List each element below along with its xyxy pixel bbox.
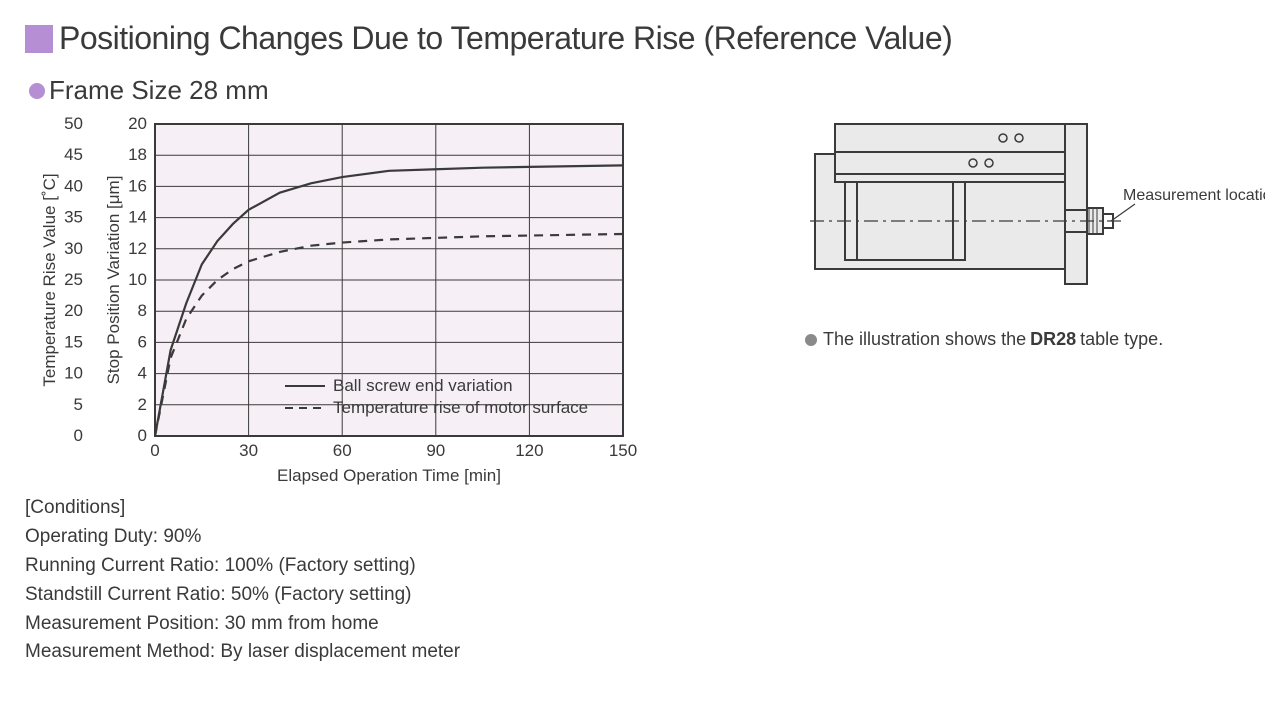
svg-text:45: 45 [64, 145, 83, 164]
caption-bold: DR28 [1030, 329, 1076, 350]
svg-text:16: 16 [128, 176, 147, 195]
svg-text:10: 10 [128, 270, 147, 289]
diagram: Measurement location The illustration sh… [805, 114, 1265, 350]
svg-text:Stop Position Variation [μm]: Stop Position Variation [μm] [104, 176, 123, 385]
conditions-header: [Conditions] [25, 494, 1255, 523]
title-row: Positioning Changes Due to Temperature R… [25, 20, 1255, 57]
subtitle-dot-icon [29, 83, 45, 99]
svg-text:4: 4 [138, 364, 147, 383]
svg-text:12: 12 [128, 239, 147, 258]
svg-text:0: 0 [150, 441, 159, 460]
svg-text:Temperature rise of motor surf: Temperature rise of motor surface [333, 398, 588, 417]
caption-suffix: table type. [1080, 329, 1163, 350]
svg-text:20: 20 [64, 301, 83, 320]
svg-text:60: 60 [333, 441, 352, 460]
caption-prefix: The illustration shows the [823, 329, 1026, 350]
chart: 0 30 60 90 120 150 0 2 4 6 8 10 12 14 16 18 20 0 5 10 15 20 25… [25, 114, 645, 494]
svg-text:6: 6 [138, 332, 147, 351]
svg-text:Ball screw end variation: Ball screw end variation [333, 376, 513, 395]
conditions-line: Running Current Ratio: 100% (Factory set… [25, 552, 1255, 581]
conditions-line: Operating Duty: 90% [25, 523, 1255, 552]
svg-text:Measurement location: Measurement location [1123, 187, 1265, 204]
conditions-line: Measurement Method: By laser displacemen… [25, 638, 1255, 667]
conditions-line: Measurement Position: 30 mm from home [25, 610, 1255, 639]
svg-text:Elapsed Operation Time [min]: Elapsed Operation Time [min] [277, 466, 501, 485]
svg-text:20: 20 [128, 114, 147, 133]
svg-text:40: 40 [64, 176, 83, 195]
svg-text:8: 8 [138, 301, 147, 320]
svg-text:120: 120 [515, 441, 543, 460]
diagram-svg: Measurement location [805, 114, 1265, 314]
svg-text:2: 2 [138, 395, 147, 414]
svg-text:25: 25 [64, 270, 83, 289]
svg-text:Temperature Rise Value [˚C]: Temperature Rise Value [˚C] [40, 173, 59, 386]
svg-text:90: 90 [426, 441, 445, 460]
conditions: [Conditions] Operating Duty: 90% Running… [25, 494, 1255, 667]
svg-text:18: 18 [128, 145, 147, 164]
title-square-icon [25, 25, 53, 53]
svg-text:14: 14 [128, 208, 147, 227]
conditions-line: Standstill Current Ratio: 50% (Factory s… [25, 581, 1255, 610]
svg-text:30: 30 [64, 239, 83, 258]
svg-text:0: 0 [138, 426, 147, 445]
svg-text:0: 0 [74, 426, 83, 445]
svg-text:10: 10 [64, 364, 83, 383]
subtitle: Frame Size 28 mm [49, 75, 269, 106]
diagram-caption: The illustration shows the DR28 table ty… [805, 329, 1265, 350]
page-title: Positioning Changes Due to Temperature R… [59, 20, 952, 57]
content-row: 0 30 60 90 120 150 0 2 4 6 8 10 12 14 16 18 20 0 5 10 15 20 25… [25, 114, 1255, 494]
svg-text:5: 5 [74, 395, 83, 414]
subtitle-row: Frame Size 28 mm [29, 75, 1255, 106]
svg-text:50: 50 [64, 114, 83, 133]
svg-text:15: 15 [64, 332, 83, 351]
svg-text:35: 35 [64, 208, 83, 227]
caption-dot-icon [805, 334, 817, 346]
svg-text:30: 30 [239, 441, 258, 460]
svg-text:150: 150 [609, 441, 637, 460]
chart-svg: 0 30 60 90 120 150 0 2 4 6 8 10 12 14 16 18 20 0 5 10 15 20 25… [25, 114, 645, 494]
